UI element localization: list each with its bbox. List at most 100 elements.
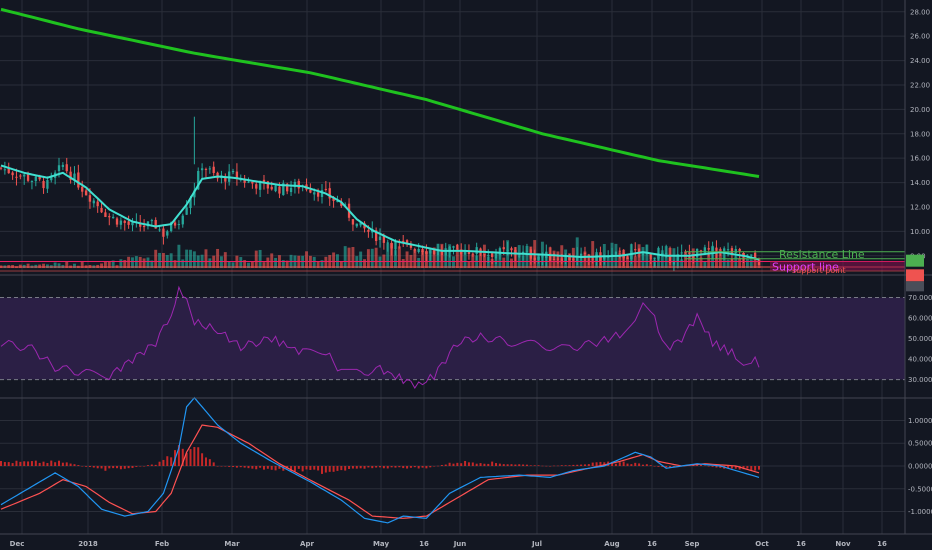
candle-body[interactable]	[432, 250, 436, 255]
candle-body[interactable]	[715, 247, 718, 251]
candle-body[interactable]	[402, 240, 405, 242]
candle-body[interactable]	[38, 175, 41, 180]
candle-body[interactable]	[723, 248, 726, 254]
candle-body[interactable]	[738, 248, 741, 252]
candle-body[interactable]	[224, 176, 227, 182]
candle-body[interactable]	[189, 197, 192, 208]
candle-body[interactable]	[699, 250, 703, 252]
candle-body[interactable]	[154, 220, 157, 229]
candle-body[interactable]	[460, 250, 463, 255]
candle-body[interactable]	[757, 260, 761, 265]
candle-body[interactable]	[57, 165, 61, 172]
candle-body[interactable]	[336, 201, 339, 203]
candle-body[interactable]	[707, 248, 710, 250]
candle-body[interactable]	[452, 246, 455, 248]
candle-body[interactable]	[506, 249, 509, 251]
candle-body[interactable]	[734, 248, 737, 254]
candle-body[interactable]	[92, 200, 95, 204]
candle-body[interactable]	[88, 195, 92, 202]
candle-body[interactable]	[34, 176, 37, 182]
candle-body[interactable]	[15, 176, 18, 178]
candle-body[interactable]	[382, 235, 386, 243]
candle-body[interactable]	[634, 249, 637, 251]
candle-body[interactable]	[579, 253, 583, 257]
candle-body[interactable]	[332, 197, 335, 201]
macd-panel[interactable]	[0, 396, 760, 524]
candle-body[interactable]	[429, 250, 432, 254]
candle-body[interactable]	[518, 255, 521, 257]
candle-body[interactable]	[351, 219, 355, 225]
candle-body[interactable]	[541, 256, 544, 258]
candle-body[interactable]	[11, 172, 14, 176]
candle-body[interactable]	[525, 250, 529, 252]
candle-body[interactable]	[649, 253, 652, 260]
candle-body[interactable]	[583, 253, 587, 255]
candle-body[interactable]	[440, 250, 444, 255]
candle-body[interactable]	[456, 244, 459, 250]
candle-body[interactable]	[131, 222, 134, 226]
candle-body[interactable]	[618, 250, 621, 252]
candle-body[interactable]	[390, 243, 393, 249]
candle-body[interactable]	[212, 166, 215, 173]
candle-body[interactable]	[150, 220, 153, 222]
candle-body[interactable]	[320, 190, 324, 197]
candle-body[interactable]	[115, 218, 119, 225]
candle-body[interactable]	[688, 252, 691, 255]
candle-body[interactable]	[661, 252, 664, 255]
candle-body[interactable]	[494, 253, 498, 259]
candle-body[interactable]	[436, 250, 440, 256]
candle-body[interactable]	[746, 254, 749, 256]
candle-body[interactable]	[533, 257, 536, 261]
candle-body[interactable]	[394, 241, 397, 250]
candle-body[interactable]	[23, 174, 26, 177]
candle-body[interactable]	[340, 202, 343, 206]
candle-body[interactable]	[26, 174, 30, 181]
candle-body[interactable]	[560, 258, 563, 263]
candle-body[interactable]	[173, 222, 177, 226]
candle-body[interactable]	[695, 248, 699, 258]
macd-axis[interactable]: 1.0000 0.5000 0.0000 -0.5000 -1.0000	[908, 417, 932, 516]
candle-body[interactable]	[274, 185, 277, 192]
candle-body[interactable]	[278, 186, 281, 194]
candle-body[interactable]	[73, 173, 76, 181]
candle-body[interactable]	[50, 176, 53, 181]
candle-body[interactable]	[158, 229, 161, 231]
candle-body[interactable]	[77, 172, 80, 188]
candle-body[interactable]	[231, 171, 235, 173]
candle-body[interactable]	[243, 179, 246, 183]
rsi-axis[interactable]: 70.0000 60.0000 50.0000 40.0000 30.0000	[908, 294, 932, 384]
candle-body[interactable]	[170, 222, 173, 232]
candle-body[interactable]	[498, 248, 502, 256]
candle-body[interactable]	[726, 249, 730, 251]
candle-body[interactable]	[552, 259, 556, 261]
candle-body[interactable]	[251, 181, 254, 184]
candle-body[interactable]	[61, 164, 65, 167]
candle-body[interactable]	[537, 256, 540, 260]
candle-body[interactable]	[510, 248, 513, 251]
candle-body[interactable]	[111, 216, 115, 219]
candle-body[interactable]	[200, 168, 204, 171]
candle-body[interactable]	[30, 180, 34, 182]
candle-body[interactable]	[672, 261, 676, 265]
candle-body[interactable]	[46, 180, 49, 189]
macd-line[interactable]	[0, 396, 760, 524]
candle-body[interactable]	[490, 253, 494, 258]
candle-body[interactable]	[367, 230, 370, 232]
candle-body[interactable]	[374, 230, 378, 241]
candle-body[interactable]	[641, 251, 645, 256]
candle-body[interactable]	[69, 171, 72, 180]
candle-body[interactable]	[270, 186, 273, 190]
candle-body[interactable]	[262, 179, 266, 182]
candle-body[interactable]	[549, 253, 552, 261]
candle-body[interactable]	[266, 181, 270, 189]
candle-body[interactable]	[204, 168, 208, 170]
candle-body[interactable]	[139, 223, 142, 227]
candle-body[interactable]	[258, 180, 262, 190]
rsi-panel[interactable]	[0, 285, 905, 389]
candle-body[interactable]	[409, 244, 413, 248]
price-axis[interactable]: 28.00 26.00 24.00 22.00 20.00 18.00 16.00 14.00…	[910, 8, 930, 260]
candle-body[interactable]	[576, 255, 579, 262]
candle-body[interactable]	[7, 168, 10, 174]
candle-body[interactable]	[108, 216, 111, 218]
